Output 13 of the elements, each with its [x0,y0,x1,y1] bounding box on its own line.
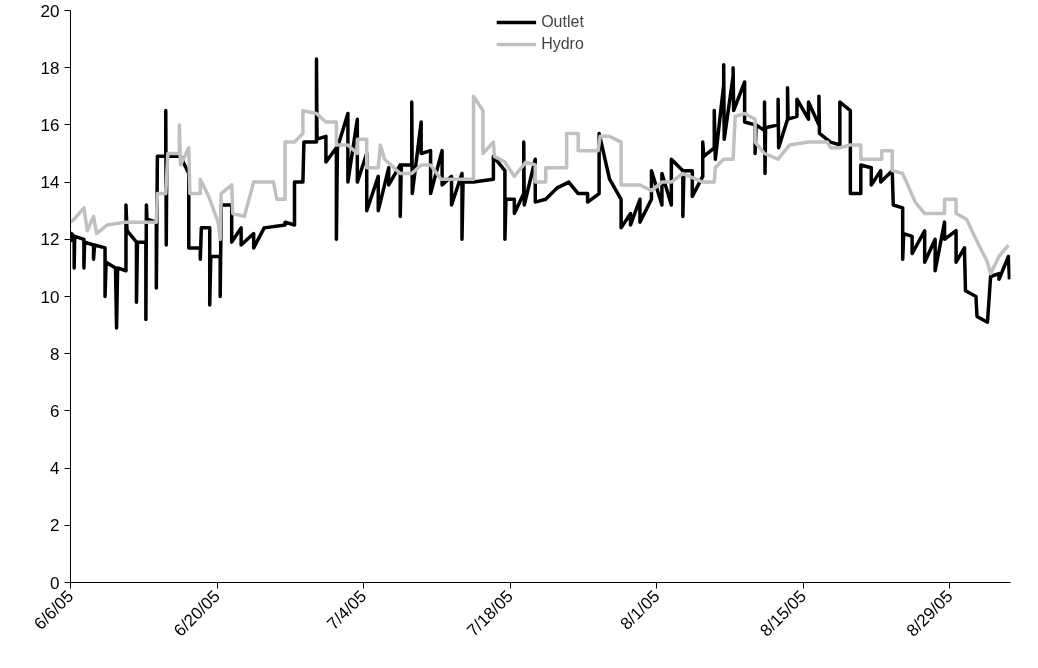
y-tick-label: 16 [40,115,60,135]
legend-label: Outlet [541,13,584,31]
y-tick-label: 12 [40,230,60,250]
legend-label: Hydro [541,35,584,53]
y-tick-label: 10 [40,287,60,307]
y-tick-label: 2 [50,516,60,536]
y-tick-label: 6 [50,401,60,421]
y-tick-label: 18 [40,58,60,78]
y-tick-label: 20 [40,1,60,21]
y-tick-label: 4 [50,459,60,479]
y-tick-label: 8 [50,344,60,364]
y-tick-label: 14 [40,173,60,193]
y-tick-label: 0 [50,573,60,593]
